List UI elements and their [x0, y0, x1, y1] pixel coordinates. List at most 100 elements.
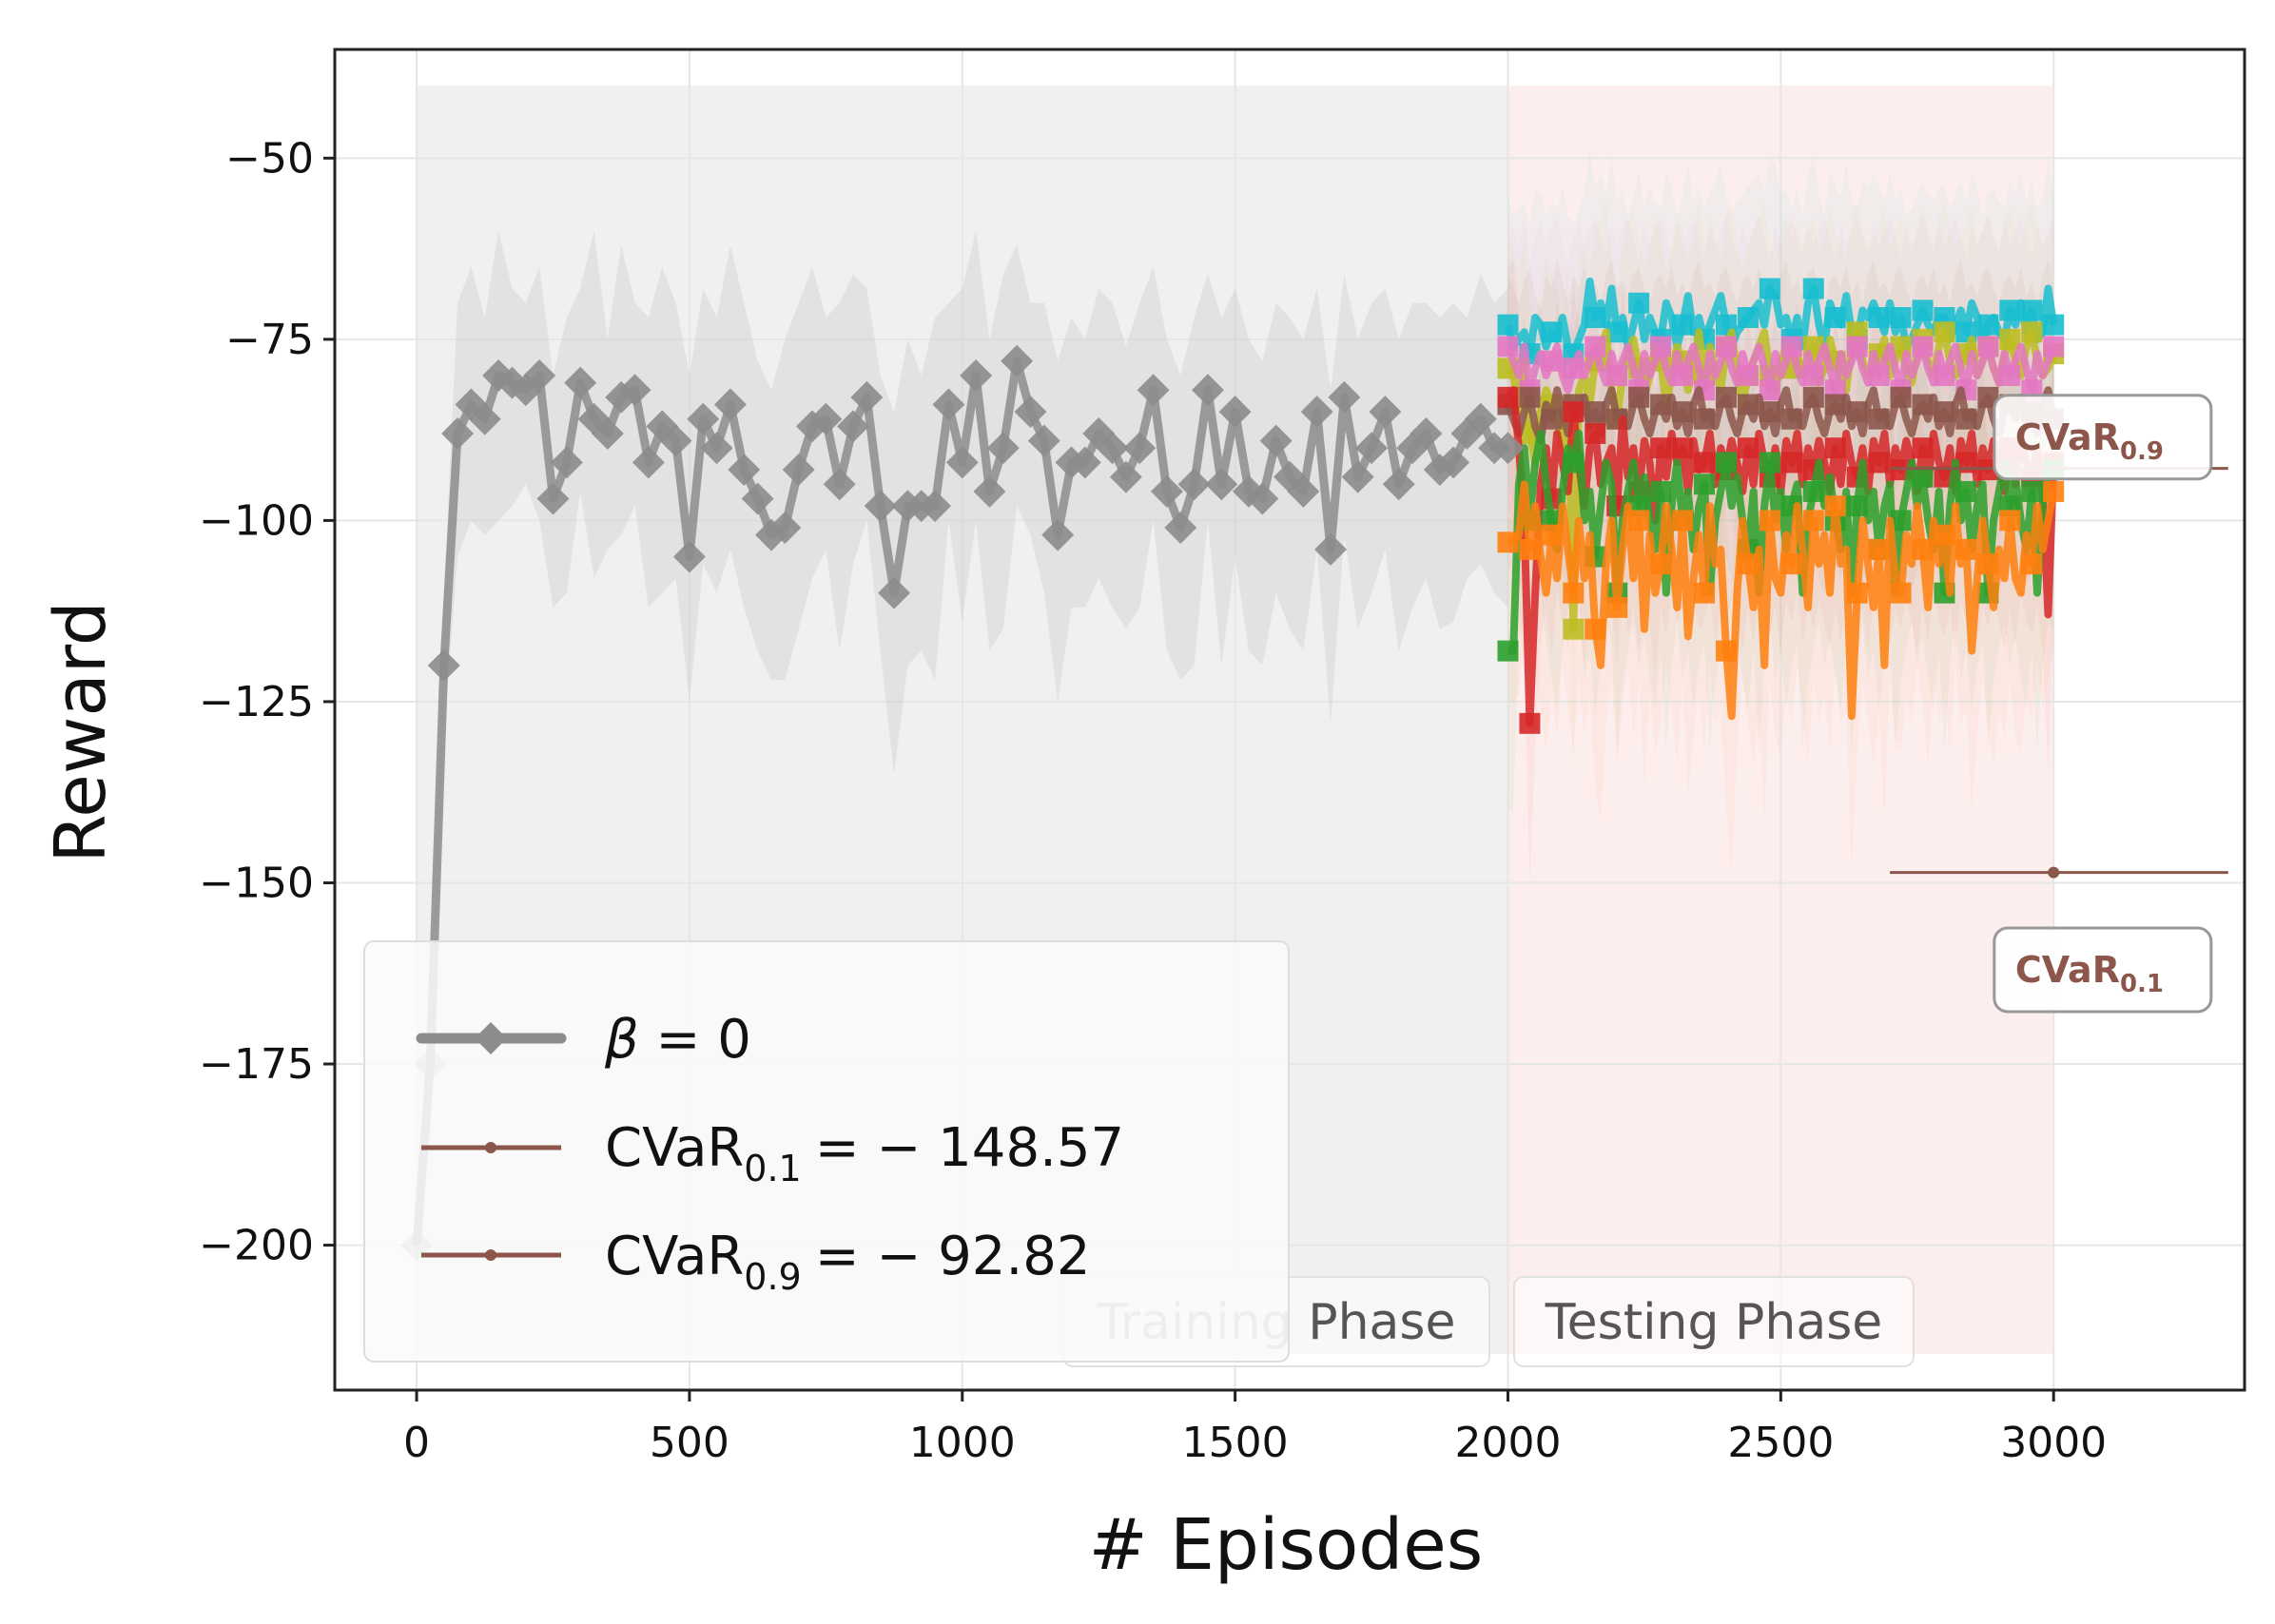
training-point-38 — [919, 490, 952, 523]
testing-point-brown-76 — [1912, 394, 1934, 416]
training-point-33 — [850, 380, 884, 414]
cvar-box-label-base-0: CVaR — [2015, 949, 2120, 991]
testing-point-cyan-20 — [1606, 321, 1628, 343]
testing-point-olive-12 — [1563, 618, 1585, 640]
training-point-63 — [1259, 424, 1293, 457]
testing-point-cyan-32 — [1672, 314, 1694, 336]
y-tick-label-2: −150 — [199, 859, 314, 907]
training-point-74 — [1410, 416, 1443, 450]
testing-point-red-16 — [1585, 422, 1606, 444]
testing-point-orange-60 — [1824, 495, 1846, 517]
testing-point-olive-80 — [1934, 321, 1955, 343]
training-point-49 — [1068, 446, 1101, 479]
training-point-62 — [1246, 482, 1279, 515]
testing-point-cyan-96 — [2021, 300, 2043, 321]
testing-point-orange-72 — [1890, 582, 1912, 604]
plot-frame — [333, 48, 2246, 1392]
testing-point-orange-4 — [1519, 538, 1541, 560]
testing-point-pink-0 — [1497, 336, 1519, 358]
testing-point-pink-48 — [1759, 379, 1780, 401]
training-point-44 — [1001, 344, 1034, 377]
testing-point-green-28 — [1650, 480, 1672, 502]
legend-cvar01-label: CVaR0.1 = − 148.57 — [605, 1117, 1124, 1189]
testing-point-orange-92 — [1999, 510, 2021, 532]
cvar-marker-0 — [2048, 866, 2060, 879]
training-point-14 — [591, 416, 624, 450]
training-point-12 — [564, 366, 597, 399]
cvar-box-0 — [1993, 926, 2213, 1014]
cvar-box-label-sub-1: 0.9 — [2120, 437, 2164, 466]
cvar-box-label-base-1: CVaR — [2015, 416, 2120, 458]
testing-point-orange-48 — [1759, 510, 1780, 532]
testing-point-olive-96 — [2021, 321, 2043, 343]
training-band — [417, 230, 1508, 1260]
training-point-20 — [672, 540, 706, 573]
training-point-47 — [1041, 518, 1075, 551]
testing-point-red-60 — [1824, 437, 1846, 459]
testing-point-red-0 — [1497, 386, 1519, 408]
testing-point-pink-88 — [1977, 336, 1999, 358]
testing-point-pink-16 — [1585, 336, 1606, 358]
training-point-52 — [1109, 460, 1142, 493]
testing-series-pink — [1497, 336, 2065, 401]
testing-point-orange-24 — [1628, 510, 1650, 532]
testing-point-pink-56 — [1802, 364, 1824, 386]
training-point-76 — [1437, 446, 1470, 479]
cvar-box-1 — [1993, 394, 2213, 481]
testing-point-pink-8 — [1541, 350, 1563, 372]
training-point-16 — [618, 374, 651, 407]
testing-point-green-12 — [1563, 452, 1585, 474]
testing-point-green-84 — [1955, 480, 1977, 502]
testing-point-pink-28 — [1650, 336, 1672, 358]
training-point-5 — [468, 402, 501, 435]
phase-label-box-1 — [1513, 1276, 1915, 1367]
training-point-45 — [1014, 396, 1047, 429]
testing-line-pink — [1504, 342, 2057, 395]
legend: β = 0 CVaR0.1 = − 148.57 CVaR0.9 = − 92.82 — [363, 940, 1290, 1363]
testing-point-orange-52 — [1780, 553, 1802, 575]
training-point-28 — [782, 454, 815, 487]
training-point-56 — [1164, 512, 1197, 544]
testing-point-orange-20 — [1606, 596, 1628, 618]
y-tick-label-3: −125 — [199, 678, 314, 726]
y-tick-label-1: −175 — [199, 1040, 314, 1089]
testing-point-brown-32 — [1672, 401, 1694, 423]
testing-point-pink-80 — [1934, 364, 1955, 386]
testing-point-brown-44 — [1737, 394, 1759, 416]
testing-point-red-32 — [1672, 437, 1694, 459]
testing-point-green-40 — [1715, 452, 1737, 474]
y-tick-label-5: −75 — [225, 316, 314, 364]
training-point-46 — [1027, 424, 1060, 457]
phase-label-word-1: Testing — [1545, 1294, 1720, 1351]
training-series — [400, 344, 1525, 1262]
legend-beta-rest: = 0 — [639, 1009, 751, 1071]
training-point-72 — [1382, 468, 1415, 501]
testing-point-brown-72 — [1890, 386, 1912, 408]
legend-cvar01-marker — [485, 1142, 496, 1153]
training-point-67 — [1314, 532, 1347, 566]
testing-point-orange-36 — [1694, 582, 1716, 604]
legend-cvar09-base: CVaR — [605, 1226, 744, 1287]
testing-point-orange-88 — [1977, 553, 1999, 575]
testing-point-orange-32 — [1672, 510, 1694, 532]
testing-point-red-12 — [1563, 401, 1585, 423]
testing-point-brown-48 — [1759, 401, 1780, 423]
testing-point-cyan-24 — [1628, 292, 1650, 314]
legend-beta-marker — [475, 1022, 507, 1054]
training-point-57 — [1177, 468, 1211, 501]
x-tick-label-5: 2500 — [1727, 1419, 1834, 1467]
testing-point-brown-84 — [1955, 408, 1977, 430]
training-point-23 — [713, 388, 747, 421]
training-point-51 — [1096, 432, 1129, 465]
testing-point-brown-4 — [1519, 386, 1541, 408]
training-point-39 — [932, 388, 965, 421]
legend-beta-symbol: β — [604, 1009, 639, 1071]
testing-point-cyan-0 — [1497, 314, 1519, 336]
training-point-24 — [728, 454, 761, 487]
testing-point-orange-68 — [1868, 538, 1890, 560]
training-point-25 — [741, 482, 774, 515]
testing-point-red-4 — [1519, 712, 1541, 734]
y-ticks: −200 −175 −150 −125 −100 −75 −50 — [199, 134, 335, 1270]
